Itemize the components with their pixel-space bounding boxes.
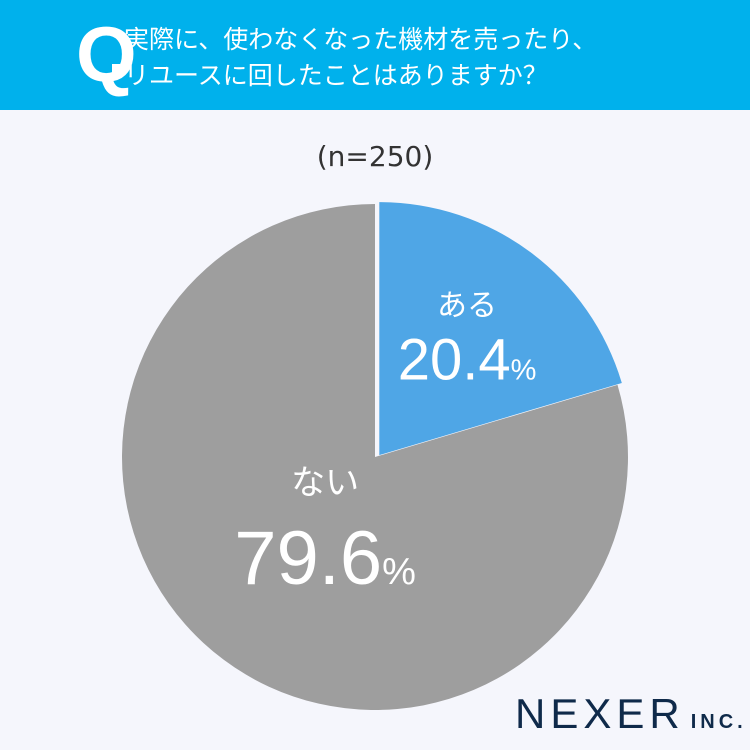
pie-slice-yes bbox=[379, 202, 622, 456]
sample-size: (n=250) bbox=[316, 140, 434, 173]
logo-name: NEXER bbox=[515, 690, 685, 737]
pie-slice-no bbox=[122, 204, 629, 710]
slice-category-label: ある bbox=[437, 288, 497, 323]
q-dot bbox=[112, 64, 120, 73]
logo-suffix: INC. bbox=[690, 711, 747, 733]
nexer-logo: NEXER INC. bbox=[515, 690, 747, 738]
slice-category-label: ない bbox=[291, 463, 359, 503]
question-header: Q 実際に、使わなくなった機材を売ったり、 リユースに回したことはありますか？ bbox=[0, 0, 750, 110]
question-text: 実際に、使わなくなった機材を売ったり、 リユースに回したことはありますか？ bbox=[124, 25, 598, 90]
q-mark: Q bbox=[76, 10, 137, 98]
